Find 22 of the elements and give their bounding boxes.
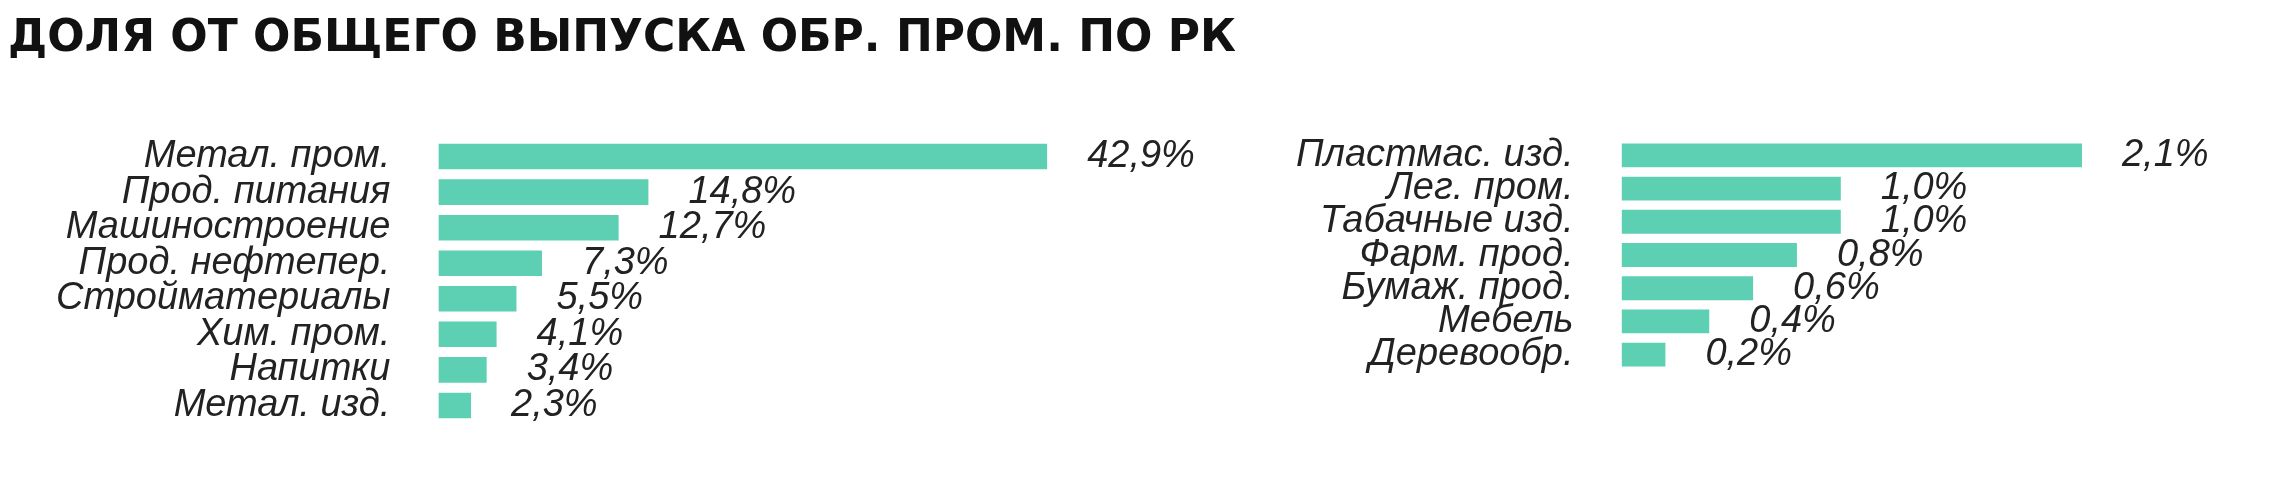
data-label: 7,3% <box>581 239 669 282</box>
bar <box>438 250 542 277</box>
bar <box>438 214 619 241</box>
y-tick-label: Метал. изд. <box>173 382 391 424</box>
y-tick-label: Деревообр. <box>1365 331 1574 374</box>
data-label: 42,9% <box>1087 133 1195 176</box>
bar <box>1621 209 1841 234</box>
bar <box>1621 309 1710 334</box>
bar <box>1621 176 1841 201</box>
bar <box>438 357 487 383</box>
bar <box>1621 243 1797 267</box>
bar <box>1621 342 1666 367</box>
data-label: 14,8% <box>688 168 797 211</box>
bar <box>1621 143 2082 168</box>
bar <box>438 392 472 419</box>
bar <box>438 143 1048 170</box>
bar <box>438 285 517 312</box>
bar <box>438 321 497 348</box>
bar <box>1621 276 1754 301</box>
chart-title: ДОЛЯ ОТ ОБЩЕГО ВЫПУСКА ОБР. ПРОМ. ПО РК <box>8 10 1236 61</box>
data-label: 2,1% <box>2120 131 2209 174</box>
bar <box>438 179 649 205</box>
